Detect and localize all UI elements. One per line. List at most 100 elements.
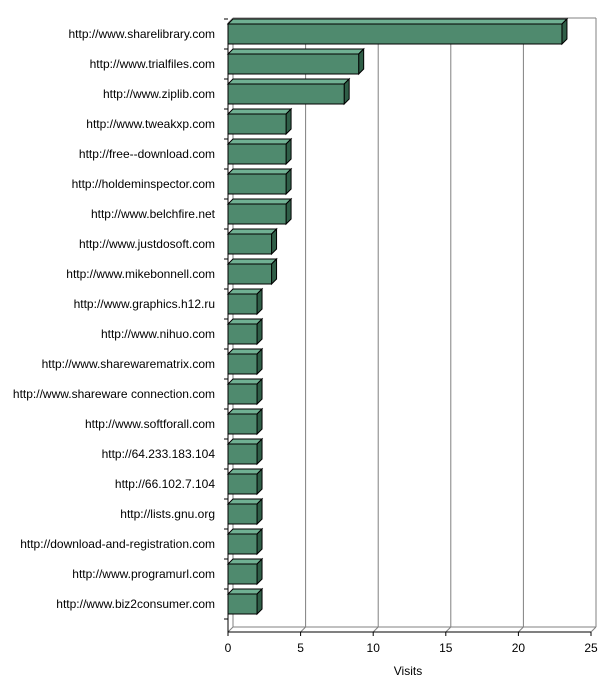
category-label: http://64.233.183.104 — [102, 447, 216, 461]
bar-top-face — [226, 288, 264, 295]
category-label: http://www.ziplib.com — [103, 87, 215, 101]
gridline-floor — [590, 626, 597, 633]
category-label: http://www.belchfire.net — [91, 207, 216, 221]
bar-front-face — [227, 473, 258, 495]
bar-top-face — [226, 438, 264, 445]
bar-side-face — [285, 107, 292, 136]
bar-front-face — [227, 323, 258, 345]
bar — [226, 137, 293, 166]
bar — [226, 77, 351, 106]
bar-front-face — [227, 293, 258, 315]
category-labels: http://www.sharelibrary.com http://www.tr… — [13, 27, 216, 611]
bar-top-face — [226, 408, 264, 415]
bar-top-face — [226, 348, 264, 355]
bar-front-face — [227, 563, 258, 585]
x-tick-label: 20 — [512, 641, 526, 655]
bar — [226, 317, 264, 346]
category-label: http://www.softforall.com — [85, 417, 215, 431]
gridline-floor — [518, 626, 524, 633]
bar — [226, 347, 264, 376]
bar-side-face — [561, 17, 568, 46]
bar — [226, 467, 264, 496]
category-label: http://holdeminspector.com — [72, 177, 215, 191]
bar-top-face — [226, 18, 569, 25]
bar-top-face — [226, 198, 293, 205]
bar — [226, 407, 264, 436]
category-label: http://www.biz2consumer.com — [56, 597, 215, 611]
bar-front-face — [227, 23, 563, 45]
bar-side-face — [256, 377, 263, 406]
bar-top-face — [226, 318, 264, 325]
bar-side-face — [256, 467, 263, 496]
x-tick-label: 5 — [297, 641, 304, 655]
x-tick-label: 10 — [367, 641, 381, 655]
category-label: http://www.sharelibrary.com — [69, 27, 216, 41]
bar — [226, 527, 264, 556]
bar-top-face — [226, 558, 264, 565]
bar — [226, 287, 264, 316]
bar-front-face — [227, 143, 287, 165]
bar-top-face — [226, 108, 293, 115]
bar — [226, 47, 365, 76]
category-label: http://www.tweakxp.com — [86, 117, 215, 131]
bar-front-face — [227, 443, 258, 465]
bar-front-face — [227, 413, 258, 435]
category-label: http://www.programurl.com — [72, 567, 215, 581]
bar-front-face — [227, 263, 273, 285]
bar-side-face — [256, 557, 263, 586]
bar-side-face — [256, 347, 263, 376]
x-axis-title: Visits — [394, 664, 422, 678]
bar — [226, 587, 264, 616]
bar-top-face — [226, 138, 293, 145]
bar-side-face — [256, 287, 263, 316]
bar-top-face — [226, 258, 278, 265]
bar-front-face — [227, 593, 258, 615]
bar — [226, 257, 278, 286]
bar-side-face — [343, 77, 350, 106]
bar-top-face — [226, 78, 351, 85]
bar-side-face — [256, 407, 263, 436]
bar-side-face — [285, 167, 292, 196]
category-label: http://www.shareware connection.com — [13, 387, 215, 401]
category-label: http://www.mikebonnell.com — [66, 267, 215, 281]
grid-lines — [227, 17, 597, 633]
category-label: http://www.sharewarematrix.com — [42, 357, 215, 371]
bar-side-face — [256, 497, 263, 526]
bar-top-face — [226, 228, 278, 235]
category-label: http://lists.gnu.org — [120, 507, 215, 521]
bar — [226, 107, 293, 136]
bar-side-face — [271, 257, 278, 286]
category-label: http://download-and-registration.com — [20, 537, 215, 551]
bar-front-face — [227, 353, 258, 375]
bar-front-face — [227, 383, 258, 405]
bar-front-face — [227, 203, 287, 225]
bar-front-face — [227, 53, 360, 75]
bar — [226, 437, 264, 466]
category-label: http://www.justdosoft.com — [79, 237, 215, 251]
bar-top-face — [226, 168, 293, 175]
bar-side-face — [285, 197, 292, 226]
bar-top-face — [226, 588, 264, 595]
bar-top-face — [226, 378, 264, 385]
bar-front-face — [227, 173, 287, 195]
x-tick-label: 15 — [439, 641, 453, 655]
bar — [226, 17, 569, 46]
gridline-floor — [445, 626, 452, 633]
bar-side-face — [256, 527, 263, 556]
bar — [226, 497, 264, 526]
bar-front-face — [227, 233, 273, 255]
bar-top-face — [226, 468, 264, 475]
bar-front-face — [227, 503, 258, 525]
bar-front-face — [227, 533, 258, 555]
bar-front-face — [227, 113, 287, 135]
bar — [226, 227, 278, 256]
bar-side-face — [256, 437, 263, 466]
category-label: http://free--download.com — [79, 147, 215, 161]
bar-top-face — [226, 48, 365, 55]
bar-side-face — [285, 137, 292, 166]
bar — [226, 197, 293, 226]
gridline-floor — [372, 626, 379, 633]
x-tick-labels: 0 5 10 15 20 25 — [225, 641, 598, 655]
gridline-floor — [300, 626, 306, 633]
